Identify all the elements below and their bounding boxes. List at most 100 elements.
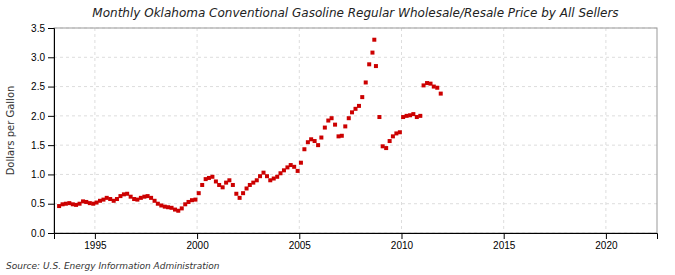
y-grid-line xyxy=(54,57,657,58)
x-tick: 1995 xyxy=(84,233,107,251)
y-tick: 2.0 xyxy=(31,111,54,122)
point xyxy=(330,116,334,120)
y-tick: 2.5 xyxy=(31,81,54,92)
x-grid-line xyxy=(605,28,606,233)
point xyxy=(435,86,439,90)
point xyxy=(265,174,269,178)
x-tick-label: 2005 xyxy=(289,240,312,251)
point xyxy=(323,126,327,130)
point xyxy=(95,201,99,205)
point xyxy=(193,198,197,202)
point xyxy=(262,171,266,175)
point xyxy=(149,196,153,200)
point xyxy=(418,114,422,118)
point xyxy=(139,196,143,200)
y-axis: 0.0 0.5 1.0 1.5 2.0 2.5 3.0 3.5 xyxy=(31,23,54,239)
point xyxy=(439,92,443,96)
point xyxy=(398,130,402,134)
y-tick-mark xyxy=(48,233,54,234)
point xyxy=(282,168,286,172)
y-tick-mark xyxy=(48,174,54,175)
x-tick-label: 2000 xyxy=(186,240,209,251)
point xyxy=(115,197,119,201)
y-tick-label: 0.0 xyxy=(31,228,45,239)
x-tick-mark xyxy=(401,233,402,239)
point xyxy=(422,83,426,87)
point xyxy=(159,203,163,207)
y-tick: 0.5 xyxy=(31,198,54,209)
y-tick-label: 1.0 xyxy=(31,169,45,180)
y-tick-mark xyxy=(48,116,54,117)
x-grid-line xyxy=(299,28,300,233)
x-tick-mark xyxy=(606,233,607,239)
x-tick-label: 2015 xyxy=(493,240,516,251)
point xyxy=(125,192,129,196)
x-grid-line xyxy=(503,28,504,233)
point xyxy=(105,196,109,200)
x-tick-mark xyxy=(299,233,300,239)
point xyxy=(255,178,259,182)
points xyxy=(57,38,443,213)
point xyxy=(227,178,231,182)
point xyxy=(231,183,235,187)
y-tick: 1.5 xyxy=(31,140,54,151)
y-grid-line xyxy=(54,174,657,175)
point xyxy=(129,195,133,199)
x-axis-line xyxy=(55,234,658,240)
point xyxy=(268,178,272,182)
point xyxy=(221,185,225,189)
plot-frame xyxy=(54,28,657,233)
point xyxy=(432,85,436,89)
point xyxy=(299,161,303,165)
point xyxy=(186,200,190,204)
title: Monthly Oklahoma Conventional Gasoline R… xyxy=(92,6,618,20)
y-tick: 3.5 xyxy=(31,23,54,34)
x-tick: 2000 xyxy=(186,233,209,251)
y-tick: 3.0 xyxy=(31,52,54,63)
point xyxy=(146,194,150,198)
point xyxy=(200,183,204,187)
y-tick-mark xyxy=(48,28,54,29)
point xyxy=(388,139,392,143)
point xyxy=(197,191,201,195)
point xyxy=(245,186,249,190)
point xyxy=(234,192,238,196)
point xyxy=(190,198,194,202)
y-grid-line xyxy=(54,203,657,204)
point xyxy=(64,202,68,206)
x-tick-mark xyxy=(197,233,198,239)
y-grid-line xyxy=(54,145,657,146)
point xyxy=(381,144,385,148)
y-tick-mark xyxy=(48,145,54,146)
point xyxy=(108,197,112,201)
point xyxy=(210,175,214,179)
point xyxy=(401,115,405,119)
point xyxy=(207,176,211,180)
x-tick-mark xyxy=(504,233,505,239)
source-note: Source: U.S. Energy Information Administ… xyxy=(6,261,220,271)
y-grid-line xyxy=(54,86,657,87)
y-tick-label: 3.0 xyxy=(31,52,45,63)
point xyxy=(309,137,313,141)
y-tick-label: 3.5 xyxy=(31,23,45,34)
x-tick-label: 2010 xyxy=(391,240,414,251)
point xyxy=(425,81,429,85)
point xyxy=(372,38,376,42)
point xyxy=(377,115,381,119)
point xyxy=(272,177,276,181)
point xyxy=(258,174,262,178)
point xyxy=(217,183,221,187)
point xyxy=(415,115,419,119)
point xyxy=(384,146,388,150)
point xyxy=(118,194,122,198)
point xyxy=(156,202,160,206)
point xyxy=(289,163,293,167)
x-tick: 2005 xyxy=(289,233,312,251)
point xyxy=(360,95,364,99)
point xyxy=(319,136,323,140)
y-tick: 0.0 xyxy=(31,228,54,239)
point xyxy=(357,104,361,108)
x-tick-mark xyxy=(95,233,96,239)
point xyxy=(316,143,320,147)
point xyxy=(391,134,395,138)
